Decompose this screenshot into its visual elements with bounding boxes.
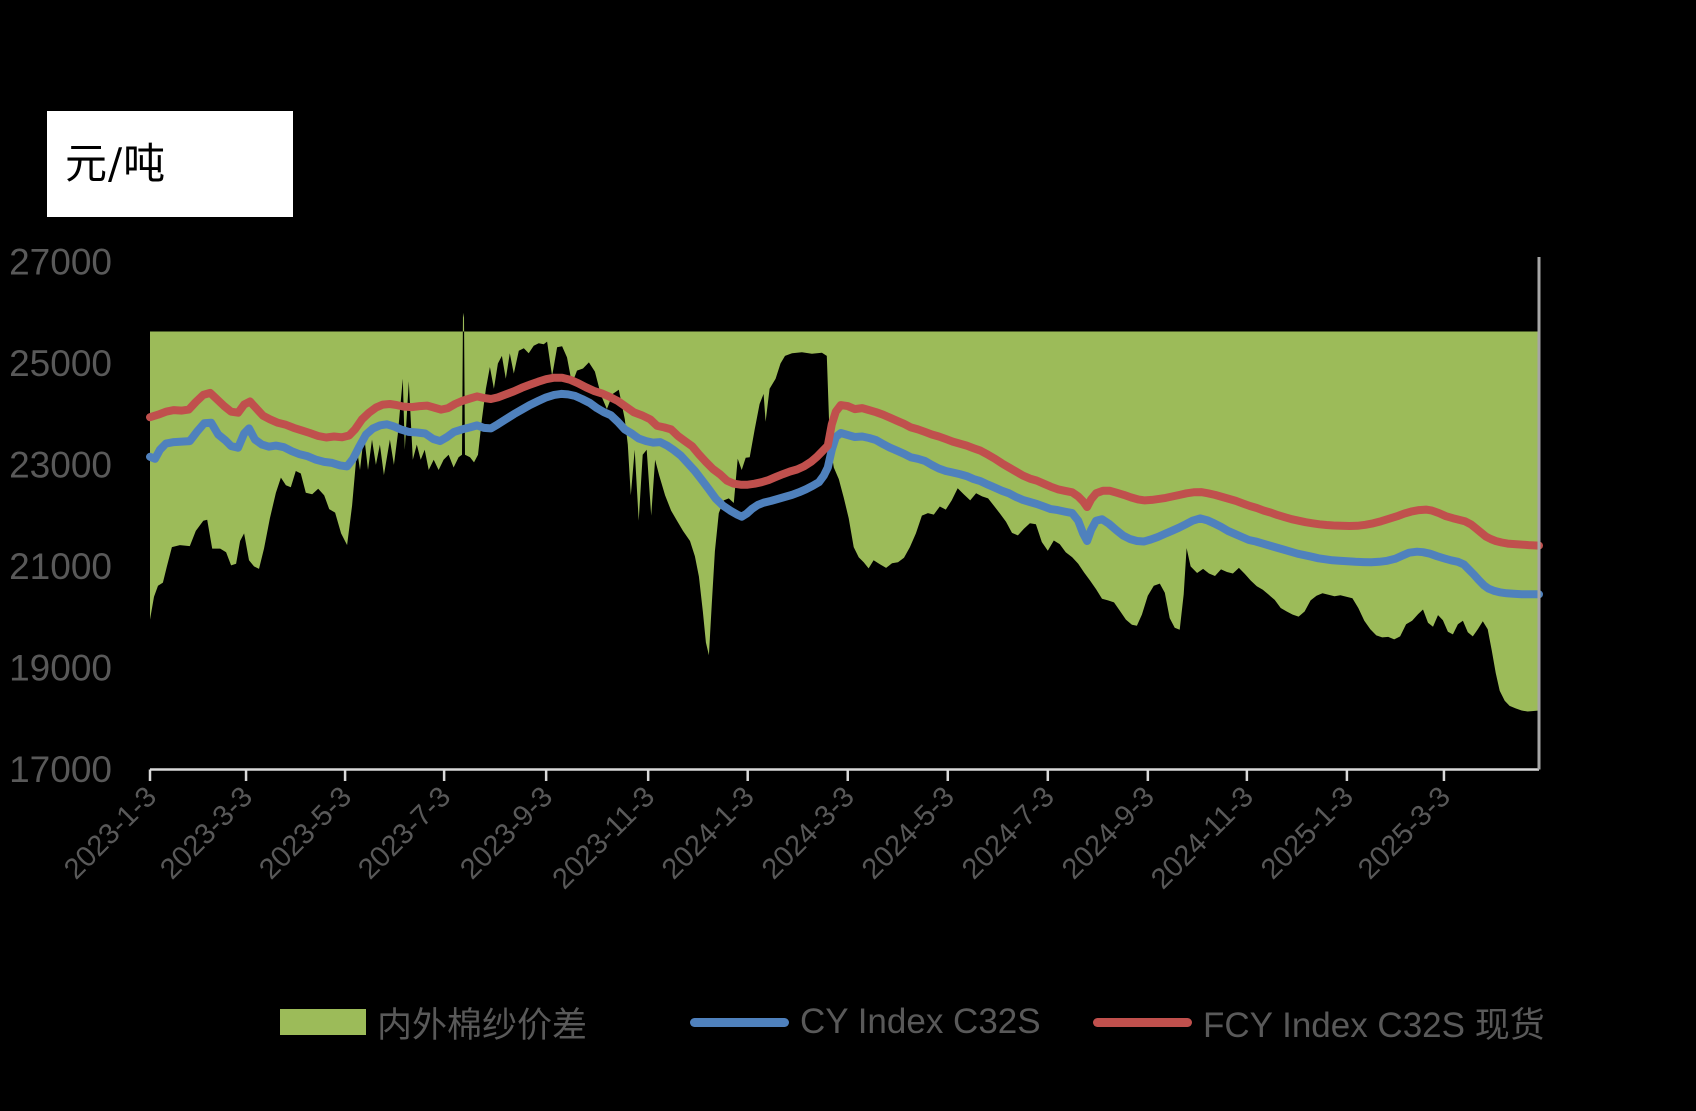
legend-label-spread: 内外棉纱价差 xyxy=(377,1005,588,1045)
y-axis-label: 23000 xyxy=(9,444,112,485)
red-line-swatch-icon xyxy=(1093,1017,1192,1027)
legend-label-cy-index: CY Index C32S xyxy=(800,1002,1041,1041)
y-axis-label: 25000 xyxy=(9,343,112,384)
y-axis-label: 17000 xyxy=(9,749,112,790)
unit-label: 元/吨 xyxy=(65,138,167,188)
unit-label-box: 元/吨 xyxy=(47,111,293,217)
legend-item-fcy-index: FCY Index C32S 现货 xyxy=(1093,1000,1545,1045)
legend-label-fcy-index: FCY Index C32S 现货 xyxy=(1203,1005,1545,1045)
fcy-index-line xyxy=(146,373,1543,550)
area-swatch-icon xyxy=(280,1009,366,1035)
y-axis-label: 27000 xyxy=(9,242,112,283)
legend: 内外棉纱价差 CY Index C32S FCY Index C32S 现货 xyxy=(0,1000,1696,1045)
legend-item-cy-index: CY Index C32S xyxy=(690,1000,1041,1044)
legend-item-spread: 内外棉纱价差 xyxy=(280,1000,587,1045)
spread-area xyxy=(150,312,1539,712)
y-axis-label: 19000 xyxy=(9,647,112,688)
blue-line-swatch-icon xyxy=(690,1017,789,1027)
y-axis-label: 21000 xyxy=(9,546,112,587)
cy-index-line xyxy=(146,389,1543,599)
